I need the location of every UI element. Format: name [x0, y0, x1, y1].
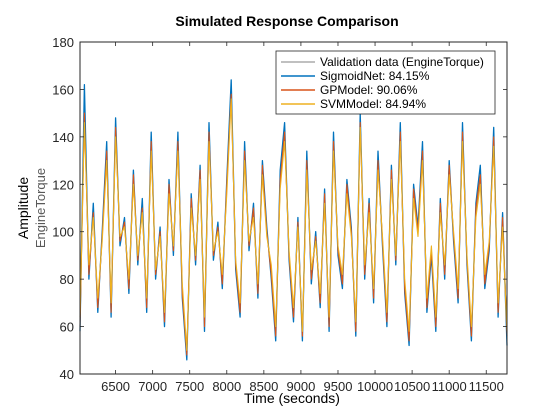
x-tick-label: 11500 [469, 379, 504, 394]
x-tick-label: 6500 [101, 379, 130, 394]
legend[interactable]: Validation data (EngineTorque)SigmoidNet… [275, 50, 496, 115]
x-axis: 6500 7000 7500 8000 8500 9000 9500 10000 10500 11… [101, 42, 504, 394]
x-tick-label: 9000 [286, 379, 315, 394]
series-line-1 [79, 79, 508, 361]
series-layer [79, 79, 508, 361]
y-axis-channel-label: EngineTorque [33, 168, 48, 248]
legend-entry-3[interactable]: SVMModel: 84.94% [320, 97, 426, 111]
y-tick-label: 140 [52, 130, 74, 145]
chart-title: Simulated Response Comparison [175, 13, 398, 29]
y-tick-label: 100 [52, 225, 74, 240]
legend-entry-2[interactable]: GPModel: 90.06% [320, 83, 418, 97]
y-tick-label: 40 [60, 367, 74, 382]
series-line-2 [79, 93, 508, 356]
x-tick-label: 7500 [175, 379, 204, 394]
y-tick-label: 180 [52, 35, 74, 50]
x-tick-label: 8500 [249, 379, 278, 394]
legend-entry-1[interactable]: SigmoidNet: 84.15% [320, 69, 430, 83]
y-axis: 40 60 80 100 120 140 160 180 [52, 35, 507, 382]
x-tick-label: 7000 [138, 379, 167, 394]
x-tick-label: 11000 [432, 379, 467, 394]
y-tick-label: 60 [60, 320, 74, 335]
y-tick-label: 120 [52, 177, 74, 192]
x-tick-label: 8000 [212, 379, 241, 394]
x-tick-label: 10500 [394, 379, 430, 394]
x-tick-label: 10000 [357, 379, 393, 394]
y-tick-label: 160 [52, 82, 74, 97]
x-tick-label: 9500 [324, 379, 353, 394]
y-tick-label: 80 [60, 272, 74, 287]
plot-frame [79, 41, 508, 375]
legend-entry-0[interactable]: Validation data (EngineTorque) [320, 55, 484, 69]
series-line-3 [79, 98, 508, 351]
y-axis-label: Amplitude [15, 177, 31, 239]
x-axis-label: Time (seconds) [244, 390, 340, 406]
